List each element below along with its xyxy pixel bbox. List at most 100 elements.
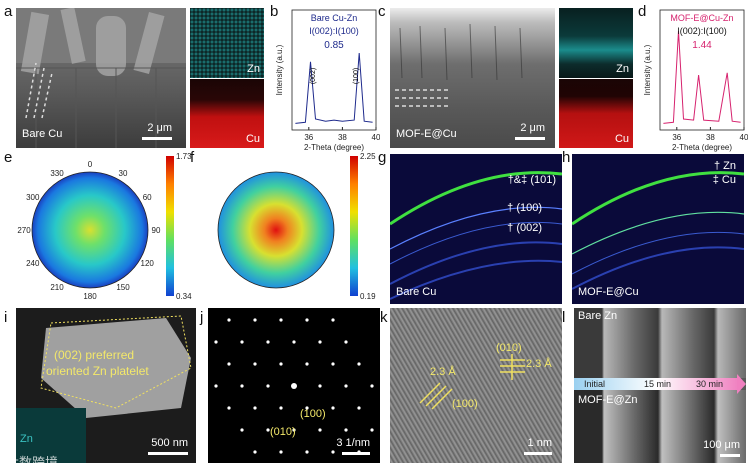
colorbar-f-max: 2.25 — [360, 152, 376, 161]
plane-label-100: (100) — [452, 398, 478, 410]
panel-i-label: i — [4, 309, 8, 326]
panel-j-scale: 3 1/nm — [336, 437, 370, 449]
diffraction-spot — [344, 428, 348, 432]
diffraction-spot — [279, 450, 283, 454]
x-axis-label-d: 2-Theta (degree) — [672, 143, 732, 152]
colorbar-e-max: 1.73 — [176, 152, 192, 161]
diffraction-spot — [266, 340, 270, 344]
diffraction-spot — [318, 428, 322, 432]
panel-h-label: h — [562, 149, 571, 166]
angle-label: 60 — [143, 193, 152, 202]
diffraction-spot — [331, 362, 335, 366]
legend-cu: ‡ Cu — [712, 174, 736, 186]
x-tick-label: 40 — [740, 133, 748, 142]
spot-label-100: (100) — [300, 408, 326, 420]
panel-i-element: Zn — [20, 433, 33, 445]
diffraction-spot — [214, 340, 218, 344]
x-tick-label: 38 — [706, 133, 715, 142]
panel-l-scale: 100 μm — [703, 439, 740, 451]
panel-b-label: b — [270, 3, 279, 20]
zn-eds-map-c: Zn — [559, 8, 633, 78]
colorbar-e — [166, 156, 174, 296]
angle-label: 330 — [50, 169, 64, 178]
panel-a-map-zn: Zn — [247, 63, 260, 75]
series-line-mof — [663, 30, 741, 124]
xrd-chart-mof: MOF-E@Cu-Zn I(002):I(100) 1.44 36 38 40 2-… — [643, 9, 748, 152]
diffraction-spot — [305, 450, 309, 454]
zn-eds-map-a: Zn — [190, 8, 264, 78]
pole-circle-f — [217, 171, 335, 289]
panel-k-scale: 1 nm — [527, 437, 552, 449]
plane-label-010: (010) — [496, 342, 522, 354]
x-tick-label: 36 — [672, 133, 681, 142]
colorbar-e-min: 0.34 — [176, 292, 192, 301]
diffraction-spot — [292, 340, 296, 344]
diffraction-rings-h — [572, 171, 744, 290]
panel-e-label: e — [4, 149, 13, 166]
angle-label: 30 — [119, 169, 128, 178]
diffraction-spot — [357, 362, 361, 366]
x-tick-label: 36 — [304, 133, 313, 142]
diffraction-spot — [227, 362, 231, 366]
panel-h-sample: MOF-E@Cu — [578, 286, 639, 298]
chart-d-title: MOF-E@Cu-Zn — [670, 13, 733, 23]
spot-label-010: (010) — [270, 426, 296, 438]
chart-b-title: Bare Cu-Zn — [311, 13, 358, 23]
panel-a-sample: Bare Cu — [22, 128, 63, 140]
diffraction-spot — [305, 318, 309, 322]
panel-j-scale-bar — [342, 452, 370, 455]
platelet-shape — [16, 315, 192, 463]
colorbar-f — [350, 156, 358, 296]
diffraction-spot — [370, 428, 374, 432]
angle-label: 300 — [26, 193, 40, 202]
angle-label: 270 — [17, 226, 31, 235]
panel-i-scale-bar — [148, 452, 188, 455]
x-ticks-d: 36 38 40 — [672, 127, 748, 142]
diffraction-spot — [253, 318, 257, 322]
time-arrow — [574, 378, 739, 390]
mof-cu-sem-texture — [395, 23, 523, 107]
diffraction-spot — [240, 428, 244, 432]
diffraction-spot — [318, 384, 322, 388]
x-tick-label: 40 — [372, 133, 380, 142]
panel-c-sample: MOF-E@Cu — [396, 128, 457, 140]
angle-label: 240 — [26, 259, 40, 268]
diffraction-spot — [292, 428, 296, 432]
panel-a-scale: 2 μm — [147, 122, 172, 134]
d-spacing-1: 2.3 Å — [430, 366, 456, 378]
diffraction-spot — [331, 406, 335, 410]
diffraction-rings-g — [390, 171, 562, 300]
d-spacing-2: 2.3 Å — [526, 358, 552, 370]
diffraction-spot — [227, 318, 231, 322]
panel-c-map-zn: Zn — [616, 63, 629, 75]
panel-g-sample: Bare Cu — [396, 286, 437, 298]
xrd-2d-pattern-bare: †&‡ (101) † (100) † (002) Bare Cu — [390, 154, 562, 304]
x-ticks-b: 36 38 40 — [304, 127, 380, 142]
diffraction-spot — [240, 384, 244, 388]
diffraction-spot — [305, 362, 309, 366]
panel-a-label: a — [4, 3, 13, 20]
panel-l-scale-bar — [720, 454, 740, 457]
plot-frame-b — [291, 9, 377, 131]
diffraction-spot — [253, 362, 257, 366]
ring-label-101: †&‡ (101) — [507, 174, 556, 186]
diffraction-spot — [253, 450, 257, 454]
bare-zn-label: Bare Zn — [578, 310, 618, 322]
panel-j-label: j — [200, 309, 204, 326]
plot-frame-d — [659, 9, 745, 131]
panel-i-scale: 500 nm — [151, 437, 188, 449]
pole-figure-f — [217, 171, 335, 289]
pole-circle-e — [31, 171, 149, 289]
cu-eds-map-c: Cu — [559, 79, 633, 148]
panel-d-label: d — [638, 3, 647, 20]
bare-cu-sem-image: Bare Cu 2 μm — [16, 8, 186, 148]
angle-label: 120 — [141, 259, 155, 268]
diffraction-spot — [318, 340, 322, 344]
series-line-bare — [295, 52, 373, 124]
diffraction-spot — [266, 384, 270, 388]
colorbar-f-min: 0.19 — [360, 292, 376, 301]
chart-b-ratio-label: I(002):I(100) — [309, 26, 359, 36]
diffraction-spot — [370, 384, 374, 388]
angle-label: 180 — [83, 292, 97, 301]
panel-l-label: l — [562, 309, 566, 326]
